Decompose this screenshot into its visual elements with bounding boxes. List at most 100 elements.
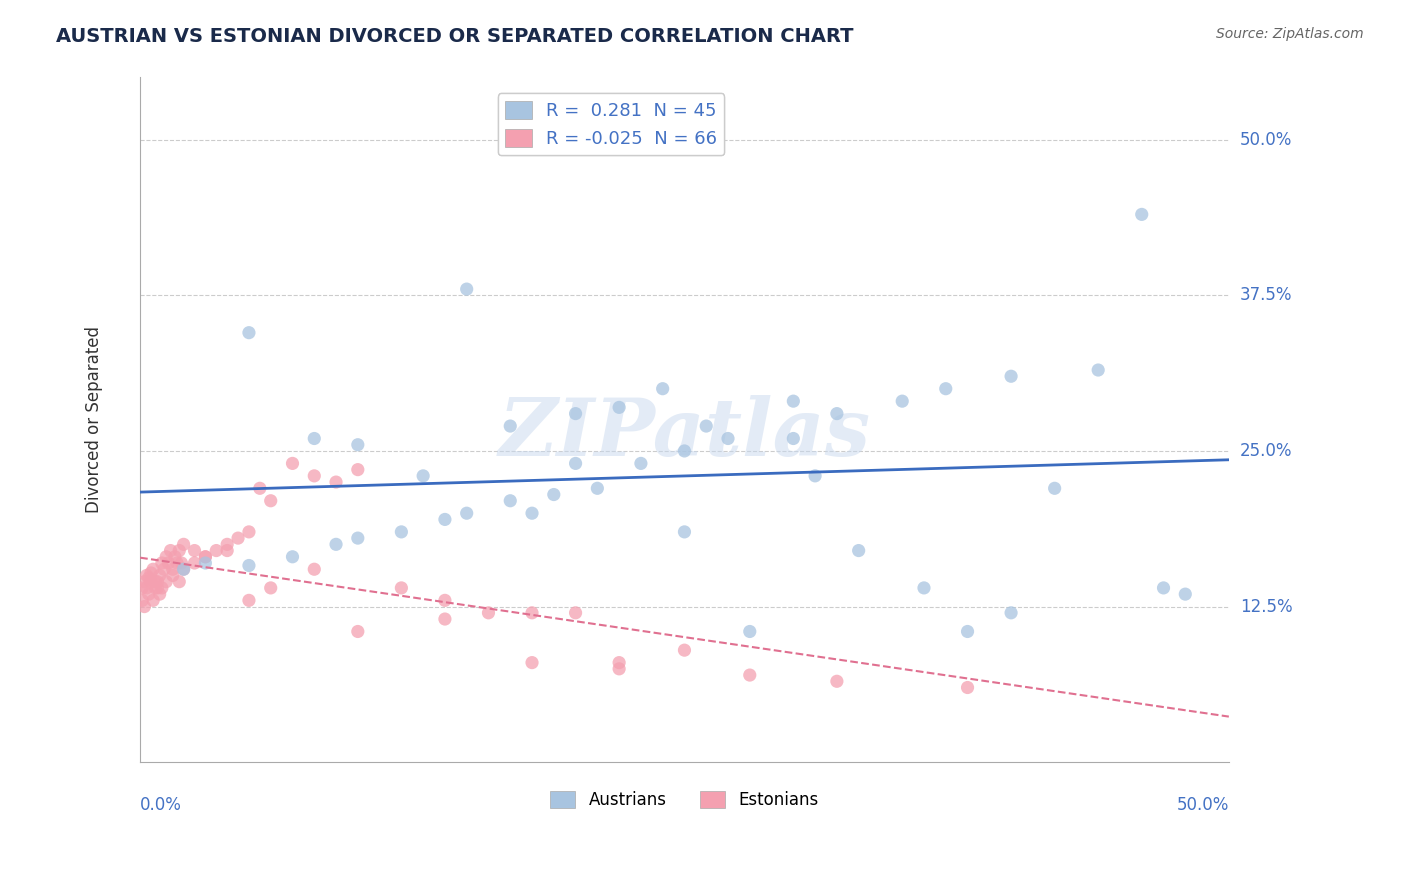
Point	[1043, 481, 1066, 495]
Point	[166, 556, 188, 570]
Point	[135, 568, 157, 582]
Point	[170, 556, 193, 570]
Text: 25.0%: 25.0%	[1240, 442, 1292, 460]
Point	[138, 587, 160, 601]
Point	[912, 581, 935, 595]
Point	[139, 574, 162, 589]
Point	[155, 549, 177, 564]
Point	[695, 419, 717, 434]
Point	[607, 401, 630, 415]
Point	[304, 468, 326, 483]
Point	[131, 581, 153, 595]
Text: 37.5%: 37.5%	[1240, 286, 1292, 304]
Point	[956, 624, 979, 639]
Point	[782, 394, 804, 409]
Point	[607, 662, 630, 676]
Point	[238, 558, 260, 573]
Point	[205, 543, 228, 558]
Point	[607, 656, 630, 670]
Point	[520, 506, 543, 520]
Point	[586, 481, 609, 495]
Point	[159, 543, 181, 558]
Point	[226, 531, 249, 545]
Point	[173, 562, 195, 576]
Point	[183, 556, 205, 570]
Point	[477, 606, 499, 620]
Point	[804, 468, 827, 483]
Point	[564, 606, 586, 620]
Point	[131, 593, 153, 607]
Point	[134, 574, 156, 589]
Point	[238, 524, 260, 539]
Text: AUSTRIAN VS ESTONIAN DIVORCED OR SEPARATED CORRELATION CHART: AUSTRIAN VS ESTONIAN DIVORCED OR SEPARAT…	[56, 27, 853, 45]
Point	[389, 524, 412, 539]
Point	[142, 593, 165, 607]
Point	[150, 556, 173, 570]
Point	[194, 549, 217, 564]
Point	[456, 282, 478, 296]
Point	[238, 593, 260, 607]
Point	[149, 587, 172, 601]
Point	[848, 543, 870, 558]
Point	[389, 581, 412, 595]
Legend: R =  0.281  N = 45, R = -0.025  N = 66: R = 0.281 N = 45, R = -0.025 N = 66	[498, 94, 724, 155]
Point	[134, 599, 156, 614]
Point	[412, 468, 434, 483]
Text: Source: ZipAtlas.com: Source: ZipAtlas.com	[1216, 27, 1364, 41]
Point	[217, 543, 239, 558]
Point	[346, 438, 368, 452]
Point	[146, 581, 169, 595]
Point	[346, 462, 368, 476]
Point	[149, 568, 172, 582]
Point	[238, 326, 260, 340]
Point	[935, 382, 957, 396]
Point	[630, 457, 652, 471]
Point	[956, 681, 979, 695]
Text: Divorced or Separated: Divorced or Separated	[86, 326, 103, 513]
Point	[325, 537, 347, 551]
Point	[520, 656, 543, 670]
Point	[249, 481, 271, 495]
Point	[433, 612, 456, 626]
Point	[304, 562, 326, 576]
Point	[1000, 606, 1022, 620]
Point	[146, 574, 169, 589]
Point	[673, 444, 696, 458]
Point	[135, 581, 157, 595]
Point	[194, 556, 217, 570]
Point	[155, 574, 177, 589]
Point	[673, 524, 696, 539]
Point	[499, 493, 522, 508]
Point	[281, 457, 304, 471]
Point	[564, 457, 586, 471]
Text: 0.0%: 0.0%	[141, 797, 181, 814]
Point	[281, 549, 304, 564]
Point	[167, 574, 190, 589]
Text: ZIPatlas: ZIPatlas	[498, 395, 870, 472]
Point	[142, 562, 165, 576]
Point	[217, 537, 239, 551]
Point	[143, 574, 166, 589]
Point	[167, 543, 190, 558]
Point	[346, 531, 368, 545]
Point	[153, 562, 176, 576]
Point	[139, 566, 162, 580]
Point	[543, 487, 565, 501]
Point	[738, 624, 761, 639]
Point	[1000, 369, 1022, 384]
Point	[150, 581, 173, 595]
Point	[173, 562, 195, 576]
Point	[162, 562, 184, 576]
Point	[891, 394, 914, 409]
Point	[673, 643, 696, 657]
Point	[433, 593, 456, 607]
Text: 50.0%: 50.0%	[1177, 797, 1229, 814]
Point	[1174, 587, 1197, 601]
Point	[138, 571, 160, 585]
Point	[325, 475, 347, 489]
Point	[304, 432, 326, 446]
Point	[499, 419, 522, 434]
Point	[456, 506, 478, 520]
Text: 12.5%: 12.5%	[1240, 598, 1292, 615]
Point	[1130, 207, 1153, 221]
